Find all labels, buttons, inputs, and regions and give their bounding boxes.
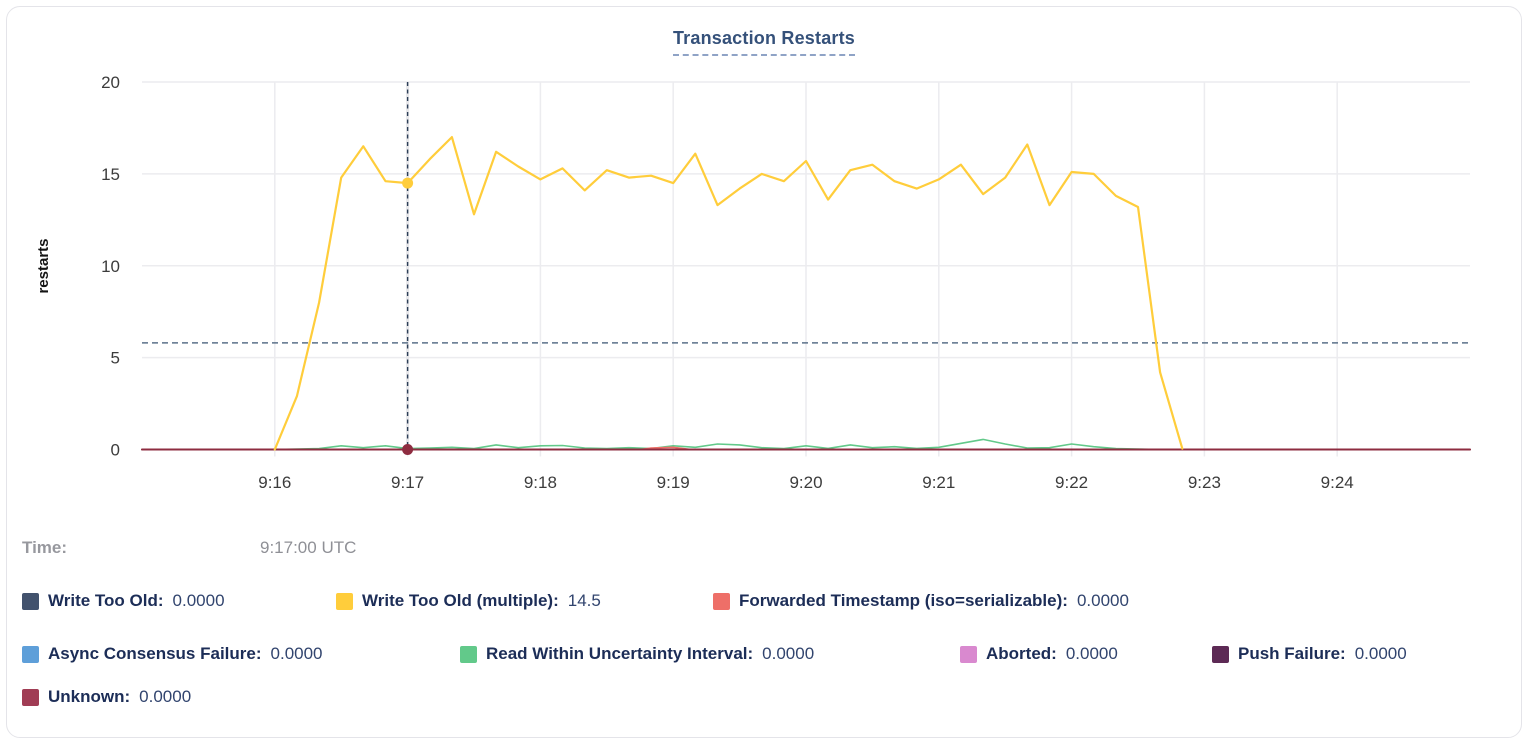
legend-swatch-unknown	[22, 688, 39, 706]
legend-value-write-too-old: 0.0000	[172, 591, 225, 610]
x-tick-label: 9:22	[1055, 473, 1088, 492]
y-tick-label: 20	[101, 73, 120, 92]
legend-value-unknown: 0.0000	[139, 687, 192, 706]
legend-value-async-consensus-failure: 0.0000	[270, 644, 323, 663]
legend-item-write-too-old[interactable]: Write Too Old: 0.0000	[22, 590, 225, 612]
legend-value-aborted: 0.0000	[1065, 644, 1118, 663]
tooltip-time-row: Time: 9:17:00 UTC	[22, 538, 622, 564]
tooltip-time-value: 9:17:00 UTC	[260, 538, 357, 557]
legend-label-unknown: Unknown:	[48, 687, 131, 706]
x-tick-label: 9:18	[524, 473, 557, 492]
transaction-restarts-chart[interactable]: 9:16 9:17 9:18 9:19 9:20 9:21 9:22 9:23 9:24 0 5 10…	[0, 0, 1528, 505]
legend-swatch-read-within-uncertainty-interval	[460, 645, 477, 663]
legend-label-push-failure: Push Failure:	[1238, 644, 1346, 663]
legend-swatch-write-too-old-multiple	[336, 592, 353, 610]
legend-swatch-write-too-old	[22, 592, 39, 610]
x-tick-label: 9:17	[391, 473, 424, 492]
x-tick-label: 9:16	[258, 473, 291, 492]
legend-label-forwarded-timestamp-iso-serializable: Forwarded Timestamp (iso=serializable):	[739, 591, 1068, 610]
legend-swatch-forwarded-timestamp-iso-serializable	[713, 592, 730, 610]
y-axis-label: restarts	[35, 238, 52, 293]
x-tick-label: 9:23	[1188, 473, 1221, 492]
legend-item-forwarded-timestamp-iso-serializable[interactable]: Forwarded Timestamp (iso=serializable): 0…	[713, 590, 1129, 612]
legend-item-read-within-uncertainty-interval[interactable]: Read Within Uncertainty Interval: 0.0000	[460, 643, 814, 665]
x-tick-label: 9:19	[657, 473, 690, 492]
legend-item-write-too-old-multiple[interactable]: Write Too Old (multiple): 14.5	[336, 590, 601, 612]
y-tick-label: 10	[101, 257, 120, 276]
legend-swatch-push-failure	[1212, 645, 1229, 663]
legend-value-forwarded-timestamp-iso-serializable: 0.0000	[1076, 591, 1129, 610]
legend-label-async-consensus-failure: Async Consensus Failure:	[48, 644, 262, 663]
series-line-read-within-uncertainty-interval	[141, 438, 1471, 451]
legend-item-unknown[interactable]: Unknown: 0.0000	[22, 686, 191, 708]
legend-label-read-within-uncertainty-interval: Read Within Uncertainty Interval:	[486, 644, 754, 663]
legend-label-write-too-old-multiple: Write Too Old (multiple):	[362, 591, 559, 610]
chart-card	[6, 6, 1522, 738]
y-tick-label: 5	[111, 349, 120, 368]
crosshair-dot	[402, 177, 414, 189]
legend-item-aborted[interactable]: Aborted: 0.0000	[960, 643, 1118, 665]
legend-label-aborted: Aborted:	[986, 644, 1057, 663]
legend-item-async-consensus-failure[interactable]: Async Consensus Failure: 0.0000	[22, 643, 323, 665]
legend-label-write-too-old: Write Too Old:	[48, 591, 164, 610]
crosshair-dot	[402, 444, 414, 455]
y-tick-label: 15	[101, 165, 120, 184]
tooltip-time-label: Time:	[22, 538, 68, 557]
legend-swatch-aborted	[960, 645, 977, 663]
legend-row: Async Consensus Failure: 0.0000 Read Withi…	[0, 643, 1528, 669]
chart-title[interactable]: Transaction Restarts	[672, 28, 856, 56]
legend-swatch-async-consensus-failure	[22, 645, 39, 663]
series-line-write-too-old-multiple-	[273, 136, 1184, 451]
legend-value-push-failure: 0.0000	[1354, 644, 1407, 663]
legend-row: Write Too Old: 0.0000 Write Too Old (multi…	[0, 590, 1528, 616]
x-tick-label: 9:24	[1321, 473, 1354, 492]
x-tick-label: 9:20	[789, 473, 822, 492]
x-tick-label: 9:21	[922, 473, 955, 492]
legend-row: Unknown: 0.0000	[0, 686, 1528, 712]
legend-value-write-too-old-multiple: 14.5	[567, 591, 601, 610]
y-tick-label: 0	[111, 441, 120, 460]
legend-item-push-failure[interactable]: Push Failure: 0.0000	[1212, 643, 1407, 665]
chart-title-wrap: Transaction Restarts	[0, 28, 1528, 56]
legend-value-read-within-uncertainty-interval: 0.0000	[762, 644, 815, 663]
